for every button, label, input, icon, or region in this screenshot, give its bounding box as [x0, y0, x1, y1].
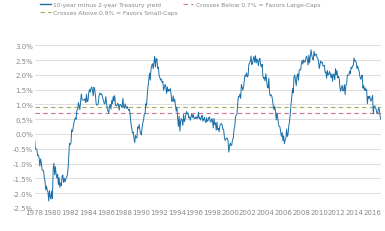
- Legend: 10-year minus 2-year Treasury yield, Crosses Above 0.9% = Favors Small-Caps, Cro: 10-year minus 2-year Treasury yield, Cro…: [38, 1, 323, 19]
